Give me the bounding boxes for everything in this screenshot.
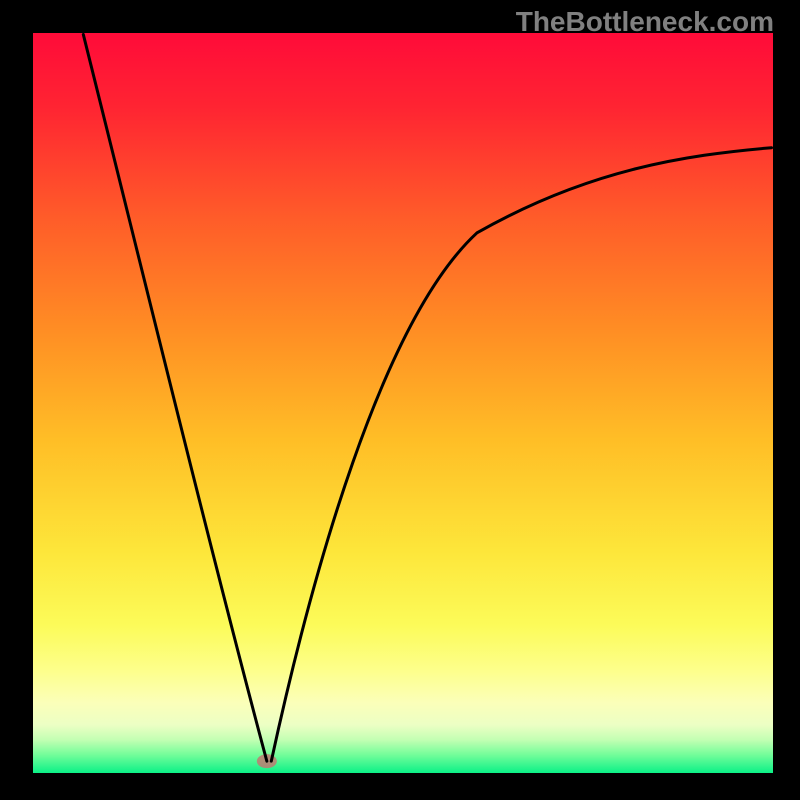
chart-frame — [33, 33, 773, 773]
watermark-text: TheBottleneck.com — [516, 6, 774, 38]
chart-plot-area — [33, 33, 773, 773]
gradient-background — [33, 33, 773, 773]
